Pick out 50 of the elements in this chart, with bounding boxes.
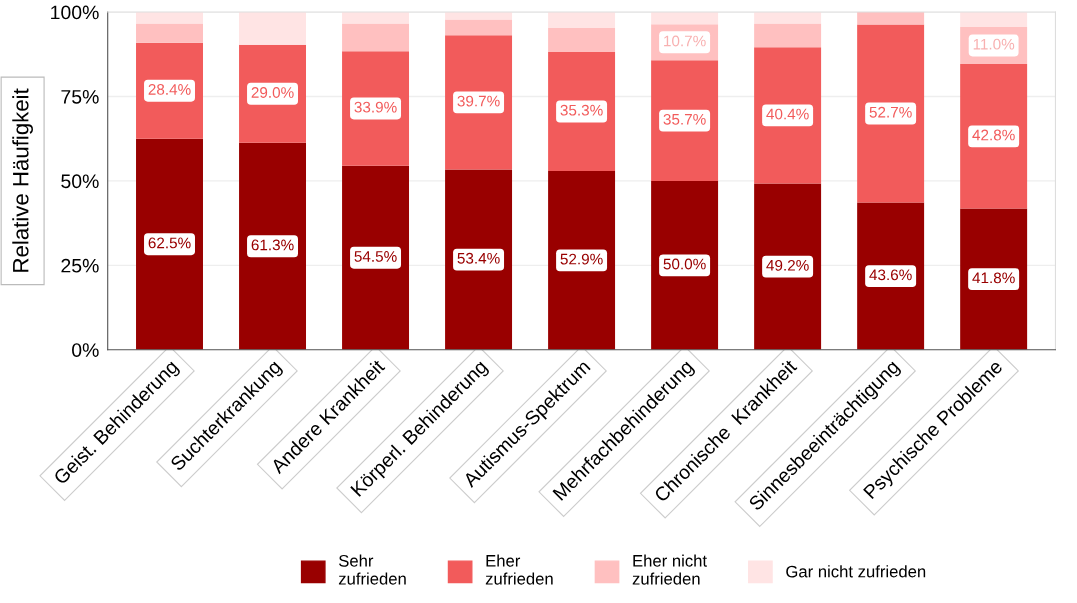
bar — [857, 12, 925, 25]
bar — [754, 47, 822, 184]
legend-label: Eher zufrieden — [485, 554, 553, 585]
bar — [651, 12, 719, 25]
bar — [857, 24, 925, 203]
data-label: 49.2% — [766, 259, 809, 271]
data-label: 33.9% — [354, 101, 397, 113]
bar — [548, 12, 616, 28]
data-label: 28.4% — [148, 84, 191, 95]
legend-label: Eher nicht zufrieden — [632, 554, 707, 585]
bar — [342, 51, 410, 166]
y-tick-label: 75% — [61, 90, 99, 104]
bar — [960, 12, 1028, 27]
data-label: 10.7% — [664, 35, 706, 47]
bar — [960, 64, 1028, 209]
data-label: 39.7% — [457, 95, 500, 107]
data-label: 54.5% — [354, 251, 397, 262]
bar — [445, 35, 513, 170]
data-label: 61.3% — [251, 239, 294, 251]
bar — [754, 23, 822, 48]
data-label: 53.4% — [457, 252, 500, 264]
data-label: 42.8% — [972, 129, 1015, 141]
y-tick-label: 0% — [72, 343, 99, 357]
bar — [342, 23, 410, 52]
bar — [548, 27, 616, 52]
bar — [342, 12, 410, 24]
bar — [136, 23, 203, 43]
data-label: 52.7% — [869, 106, 912, 118]
data-label: 50.0% — [663, 258, 706, 270]
bar — [239, 12, 307, 45]
bar — [136, 12, 203, 24]
bar — [651, 60, 719, 181]
data-label: 11.0% — [973, 38, 1015, 50]
data-label: 35.7% — [663, 113, 706, 125]
data-label: 41.8% — [972, 272, 1015, 284]
y-tick-label: 25% — [61, 258, 99, 273]
y-axis-title: Relative Häufigkeit — [12, 88, 33, 272]
data-label: 62.5% — [148, 237, 191, 249]
data-label: 40.4% — [766, 108, 809, 120]
data-label: 35.3% — [560, 104, 603, 116]
y-tick-label: 50% — [61, 174, 99, 189]
legend-label: Gar nicht zufrieden — [786, 565, 926, 578]
data-label: 43.6% — [869, 269, 912, 281]
data-label: 52.9% — [560, 253, 603, 265]
bar — [548, 51, 616, 172]
data-label: 29.0% — [251, 87, 294, 98]
legend-label: Sehr zufrieden — [338, 554, 406, 585]
bar — [754, 12, 822, 24]
y-tick-label: 100% — [51, 5, 99, 20]
bar — [445, 19, 513, 36]
